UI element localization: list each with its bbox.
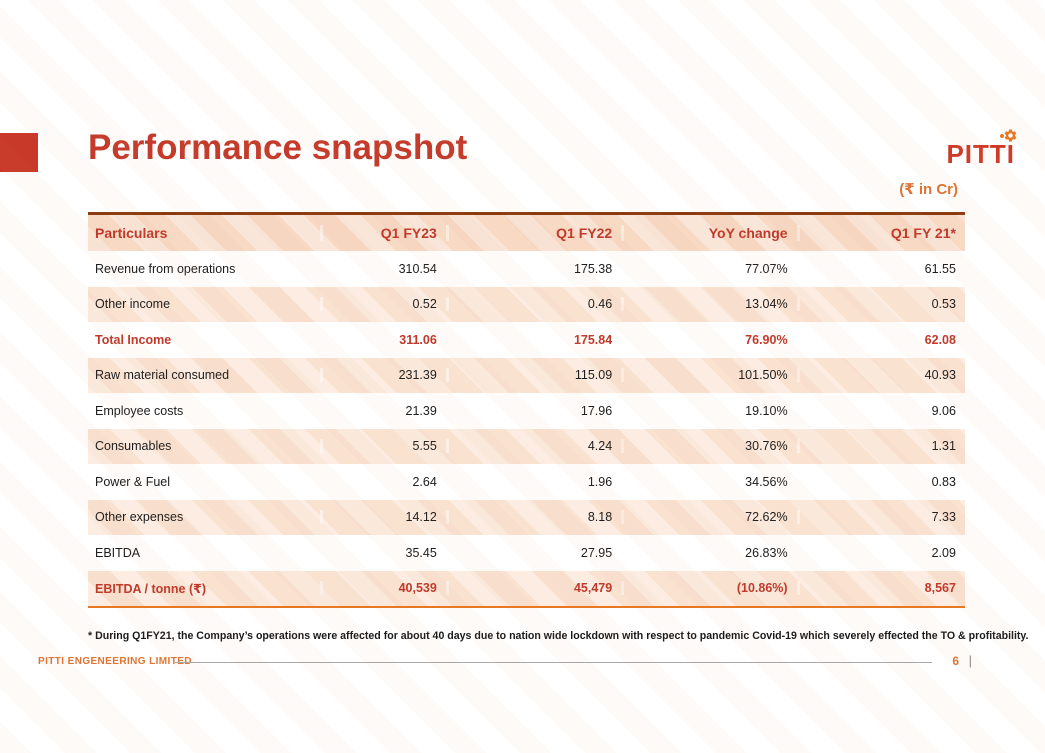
footer-divider	[175, 662, 932, 663]
footer-separator: |	[968, 653, 972, 668]
row-value: 26.83%	[621, 545, 796, 560]
table-header-row: Particulars Q1 FY23 Q1 FY22 YoY change Q1 FY…	[88, 215, 965, 251]
row-label: Employee costs	[95, 403, 184, 418]
row-value: 2.64	[320, 474, 445, 489]
row-value: 0.53	[796, 297, 965, 312]
table-row: Employee costs 21.39 17.96 19.10% 9.06	[88, 393, 965, 429]
row-label: Raw material consumed	[95, 368, 230, 383]
footer: PITTI ENGENEERING LIMITED 6 |	[0, 653, 1045, 673]
row-value: 13.04%	[621, 297, 796, 312]
page-number: 6	[952, 654, 959, 668]
row-value: 76.90%	[621, 332, 796, 347]
table-row: Power & Fuel 2.64 1.96 34.56% 0.83	[88, 464, 965, 500]
row-value: 9.06	[796, 403, 965, 418]
title-accent-block	[0, 133, 38, 172]
row-value: 35.45	[320, 545, 445, 560]
row-value: 175.38	[445, 261, 621, 276]
row-value: 45,479	[445, 581, 621, 596]
row-value: 30.76%	[621, 439, 796, 454]
row-value: 0.46	[445, 297, 621, 312]
table-row: Other expenses 14.12 8.18 72.62% 7.33	[88, 499, 965, 535]
row-value: 72.62%	[621, 510, 796, 525]
row-value: 2.09	[796, 545, 965, 560]
table-row: Total Income 311.06 175.84 76.90% 62.08	[88, 322, 965, 358]
page-title: Performance snapshot	[88, 128, 468, 167]
row-value: 1.31	[796, 439, 965, 454]
row-label: Power & Fuel	[95, 474, 171, 489]
logo-dot	[1000, 134, 1004, 138]
footer-company: PITTI ENGENEERING LIMITED	[38, 656, 192, 667]
table-row: EBITDA / tonne (₹) 40,539 45,479 (10.86%) 8,…	[88, 570, 965, 606]
row-value: 40.93	[796, 368, 965, 383]
column-header-yoy-change: YoY change	[621, 225, 796, 241]
column-header-particulars: Particulars	[95, 225, 168, 241]
row-value: 61.55	[796, 261, 965, 276]
row-value: 62.08	[796, 332, 965, 347]
column-header-q1-fy22: Q1 FY22	[445, 225, 621, 241]
row-value: 231.39	[320, 368, 445, 383]
row-value: 175.84	[445, 332, 621, 347]
row-value: 101.50%	[621, 368, 796, 383]
currency-unit-label: (₹ in Cr)	[899, 181, 958, 198]
row-value: 0.83	[796, 474, 965, 489]
performance-table: Particulars Q1 FY23 Q1 FY22 YoY change Q1 FY…	[88, 212, 965, 608]
footnote: * During Q1FY21, the Company’s operation…	[88, 630, 1029, 642]
row-value: 40,539	[320, 581, 445, 596]
row-value: 311.06	[320, 332, 445, 347]
row-value: 115.09	[445, 368, 621, 383]
table-body: Revenue from operations 310.54 175.38 77.07…	[88, 251, 965, 606]
column-header-q1-fy-21: Q1 FY 21*	[796, 225, 965, 241]
row-label: Revenue from operations	[95, 261, 236, 276]
table-row: Revenue from operations 310.54 175.38 77.07…	[88, 251, 965, 287]
row-value: 8,567	[796, 581, 965, 596]
row-value: 1.96	[445, 474, 621, 489]
row-value: 4.24	[445, 439, 621, 454]
row-label: Consumables	[95, 439, 172, 454]
row-label: Other expenses	[95, 510, 184, 525]
pitti-logo: PITTI	[925, 129, 1017, 172]
table-row: Other income 0.52 0.46 13.04% 0.53	[88, 286, 965, 322]
table-row: Consumables 5.55 4.24 30.76% 1.31	[88, 428, 965, 464]
column-header-q1-fy23: Q1 FY23	[320, 225, 445, 241]
row-value: 77.07%	[621, 261, 796, 276]
row-value: 5.55	[320, 439, 445, 454]
row-value: 19.10%	[621, 403, 796, 418]
table-row: Raw material consumed 231.39 115.09 101.50%…	[88, 357, 965, 393]
row-value: 27.95	[445, 545, 621, 560]
row-value: 7.33	[796, 510, 965, 525]
row-label: Other income	[95, 297, 171, 312]
row-value: 17.96	[445, 403, 621, 418]
row-label: Total Income	[95, 332, 172, 347]
row-value: 310.54	[320, 261, 445, 276]
gear-icon	[1004, 129, 1017, 142]
row-value: 14.12	[320, 510, 445, 525]
row-value: 21.39	[320, 403, 445, 418]
row-value: 0.52	[320, 297, 445, 312]
row-value: 8.18	[445, 510, 621, 525]
table-row: EBITDA 35.45 27.95 26.83% 2.09	[88, 535, 965, 571]
row-label: EBITDA	[95, 545, 141, 560]
row-value: 34.56%	[621, 474, 796, 489]
logo-text: PITTI	[946, 139, 1015, 169]
row-label: EBITDA / tonne (₹)	[95, 581, 206, 596]
row-value: (10.86%)	[621, 581, 796, 596]
